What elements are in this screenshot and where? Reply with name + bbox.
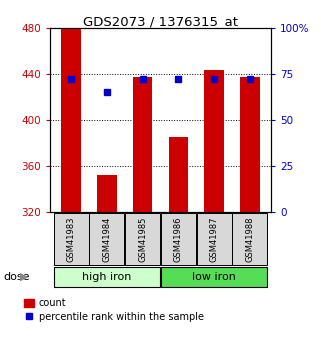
Bar [204,70,224,212]
Bar [169,137,188,212]
Bar [61,28,81,212]
Bar [125,213,160,265]
Text: GSM41984: GSM41984 [102,216,111,262]
Bar [161,267,267,287]
Bar [133,77,152,212]
Text: GSM41985: GSM41985 [138,216,147,262]
Text: low iron: low iron [192,272,236,282]
Text: ▶: ▶ [21,272,29,282]
Bar [54,213,89,265]
Bar [97,175,117,212]
Bar [90,213,125,265]
Text: GSM41983: GSM41983 [67,216,76,262]
Bar [161,213,196,265]
Bar [240,77,260,212]
Text: GSM41988: GSM41988 [245,216,254,262]
Bar [196,213,231,265]
Text: GSM41987: GSM41987 [210,216,219,262]
Text: GSM41986: GSM41986 [174,216,183,262]
Bar [54,267,160,287]
Text: high iron: high iron [82,272,132,282]
Bar [232,213,267,265]
Text: dose: dose [3,272,30,282]
Text: GDS2073 / 1376315_at: GDS2073 / 1376315_at [83,16,238,29]
Legend: count, percentile rank within the sample: count, percentile rank within the sample [24,298,204,322]
